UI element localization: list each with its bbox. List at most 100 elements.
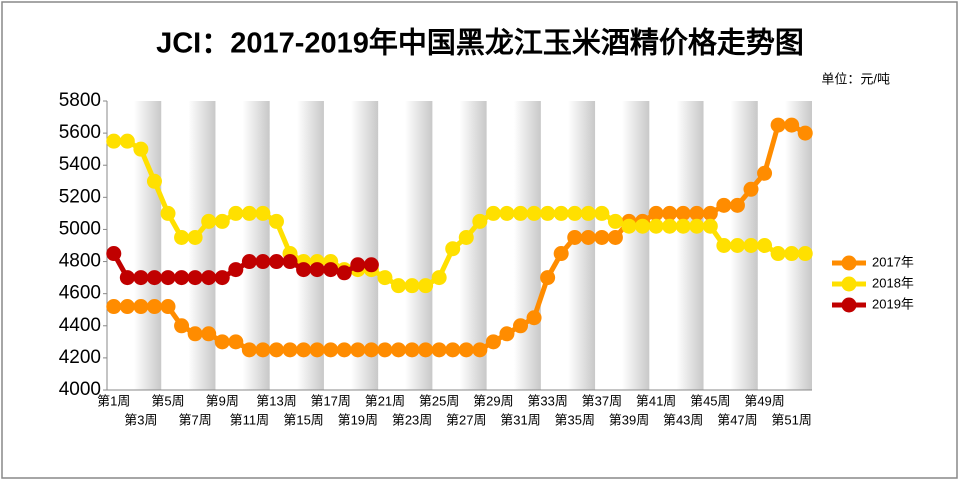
- data-point: [553, 205, 569, 221]
- data-point: [296, 262, 312, 278]
- data-point: [784, 246, 800, 262]
- data-point: [513, 205, 529, 221]
- x-tick-label: 第5周: [151, 393, 184, 408]
- data-point: [594, 205, 610, 221]
- legend-marker: [841, 276, 857, 292]
- data-point: [174, 270, 190, 286]
- x-tick-label: 第39周: [609, 412, 649, 427]
- stripe: [676, 101, 704, 390]
- data-point: [350, 342, 366, 358]
- x-tick-label: 第3周: [124, 412, 157, 427]
- data-point: [431, 342, 447, 358]
- data-point: [689, 218, 705, 234]
- data-point: [133, 299, 149, 315]
- data-point: [757, 238, 773, 253]
- stripe: [188, 101, 216, 390]
- data-point: [499, 326, 515, 342]
- data-point: [702, 218, 718, 234]
- x-tick-label: 第37周: [582, 393, 622, 408]
- data-point: [282, 342, 298, 358]
- stripe: [296, 101, 324, 390]
- data-point: [377, 270, 393, 286]
- data-point: [580, 229, 596, 245]
- data-point: [228, 205, 244, 221]
- data-point: [635, 218, 651, 234]
- y-tick-label: 5400: [59, 154, 101, 175]
- x-tick-label: 第1周: [97, 393, 130, 408]
- data-point: [702, 205, 718, 221]
- data-point: [174, 318, 190, 334]
- data-point: [363, 257, 379, 273]
- data-point: [309, 342, 325, 358]
- x-tick-label: 第49周: [744, 393, 784, 408]
- data-point: [119, 270, 135, 286]
- x-tick-label: 第47周: [717, 412, 757, 427]
- x-tick-label: 第9周: [206, 393, 239, 408]
- data-point: [119, 133, 135, 149]
- data-point: [540, 270, 556, 286]
- data-point: [418, 278, 434, 294]
- data-point: [282, 254, 298, 270]
- data-point: [106, 299, 122, 315]
- data-point: [214, 334, 230, 350]
- data-point: [160, 299, 176, 315]
- data-point: [146, 173, 162, 189]
- legend-label: 2017年: [872, 254, 914, 269]
- legend-label: 2019年: [872, 296, 914, 311]
- data-point: [350, 257, 366, 273]
- data-point: [146, 270, 162, 286]
- data-point: [567, 229, 583, 245]
- data-point: [689, 205, 705, 221]
- y-tick-label: 4400: [59, 315, 101, 336]
- data-point: [594, 229, 610, 245]
- data-point: [201, 213, 217, 229]
- data-point: [228, 262, 244, 278]
- data-point: [201, 270, 217, 286]
- data-point: [268, 342, 284, 358]
- y-tick-label: 5200: [59, 186, 101, 207]
- data-point: [404, 342, 420, 358]
- data-point: [757, 165, 773, 181]
- legend-label: 2018年: [872, 275, 914, 290]
- data-point: [770, 246, 786, 262]
- data-point: [133, 141, 149, 157]
- stripe: [622, 101, 650, 390]
- data-point: [445, 241, 461, 257]
- data-point: [797, 125, 813, 141]
- x-tick-label: 第29周: [473, 393, 513, 408]
- x-tick-label: 第51周: [771, 412, 811, 427]
- data-point: [296, 342, 312, 358]
- data-point: [607, 229, 623, 245]
- data-point: [567, 205, 583, 221]
- data-point: [323, 342, 339, 358]
- data-point: [201, 326, 217, 342]
- data-point: [540, 205, 556, 221]
- x-tick-label: 第17周: [310, 393, 350, 408]
- data-point: [472, 342, 488, 358]
- data-point: [797, 246, 813, 262]
- data-point: [621, 218, 637, 234]
- data-point: [675, 218, 691, 234]
- data-point: [228, 334, 244, 350]
- data-point: [770, 117, 786, 133]
- data-point: [662, 218, 678, 234]
- data-point: [160, 270, 176, 286]
- data-point: [323, 262, 339, 278]
- x-tick-label: 第31周: [500, 412, 540, 427]
- data-point: [174, 229, 190, 245]
- data-point: [485, 334, 501, 350]
- x-tick-label: 第33周: [527, 393, 567, 408]
- legend-marker: [841, 255, 857, 271]
- data-point: [146, 299, 162, 315]
- stripe: [567, 101, 596, 390]
- data-point: [729, 197, 745, 213]
- stripe: [405, 101, 433, 390]
- data-point: [187, 270, 203, 286]
- x-tick-label: 第35周: [555, 412, 595, 427]
- data-point: [241, 254, 257, 270]
- data-point: [241, 342, 257, 358]
- data-point: [255, 342, 271, 358]
- data-point: [255, 254, 271, 270]
- data-point: [418, 342, 434, 358]
- data-point: [336, 265, 352, 281]
